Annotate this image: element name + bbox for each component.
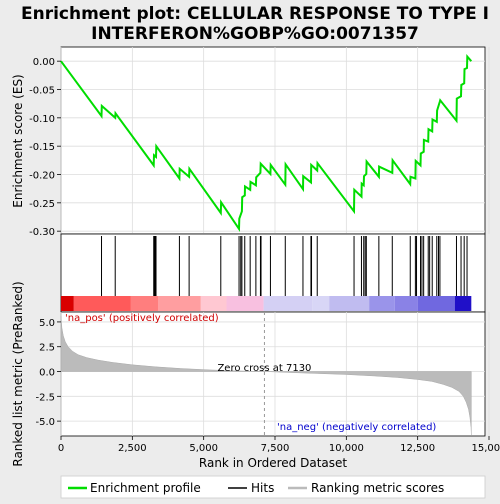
x-tick-label: 12,500 <box>400 443 435 454</box>
es-y-tick-label: 0.00 <box>33 57 55 68</box>
rank-bar-segment <box>395 296 418 311</box>
metric-y-tick-label: 0.0 <box>39 368 55 379</box>
rank-bar-segment <box>455 296 472 311</box>
metric-y-axis-label: Ranked list metric (PreRanked) <box>11 281 25 466</box>
rank-bar-segment <box>74 296 131 311</box>
legend-entry-ranking-metric-scores: Ranking metric scores <box>288 481 444 495</box>
es-y-axis-label: Enrichment score (ES) <box>11 74 25 207</box>
x-tick-label: 10,000 <box>329 443 364 454</box>
chart-title-line-1: Enrichment plot: CELLULAR RESPONSE TO TY… <box>21 4 489 24</box>
x-tick-label: 2,500 <box>118 443 147 454</box>
rank-bar-segment <box>158 296 201 311</box>
x-tick-label: 7,500 <box>261 443 290 454</box>
legend-label-ranking-metric-scores: Ranking metric scores <box>311 481 444 495</box>
es-y-tick-label: -0.05 <box>29 86 55 97</box>
x-tick-label: 15,000 <box>472 443 500 454</box>
metric-y-tick-label: 5.0 <box>39 318 55 329</box>
rank-bar-segment <box>226 296 263 311</box>
rank-bar-segment <box>131 296 158 311</box>
x-tick-label: 0 <box>58 443 64 454</box>
chart-title-line-2: INTERFERON%GOBP%GO:0071357 <box>91 24 419 44</box>
es-y-tick-label: -0.20 <box>29 171 55 182</box>
es-panel-frame <box>61 47 485 234</box>
rank-bar-segment <box>264 296 313 311</box>
rank-bar-segment <box>201 296 227 311</box>
rank-color-bar <box>61 296 471 311</box>
metric-y-tick-label: 2.5 <box>39 343 55 354</box>
x-axis-label: Rank in Ordered Dataset <box>199 456 347 470</box>
negative-correlation-label: 'na_neg' (negatively correlated) <box>277 422 436 433</box>
metric-y-tick-label: -5.0 <box>35 417 55 428</box>
es-y-tick-label: -0.10 <box>29 114 55 125</box>
es-y-tick-label: -0.30 <box>29 227 55 238</box>
rank-bar-segment <box>329 296 369 311</box>
rank-bar-segment <box>369 296 395 311</box>
es-y-tick-label: -0.25 <box>29 199 55 210</box>
rank-bar-segment <box>61 296 74 311</box>
metric-y-tick-label: -2.5 <box>35 392 55 403</box>
rank-bar-segment <box>418 296 455 311</box>
x-tick-label: 5,000 <box>189 443 218 454</box>
rank-bar-segment <box>312 296 329 311</box>
zero-cross-label: Zero cross at 7130 <box>217 363 311 374</box>
legend-label-enrichment-profile: Enrichment profile <box>90 481 201 495</box>
legend-label-hits: Hits <box>251 481 274 495</box>
positive-correlation-label: 'na_pos' (positively correlated) <box>65 313 219 324</box>
es-y-tick-label: -0.15 <box>29 142 55 153</box>
